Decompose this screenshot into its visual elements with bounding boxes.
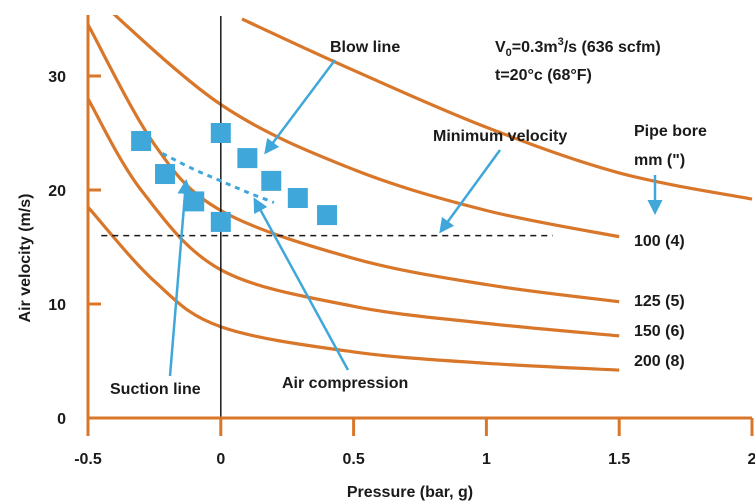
blow-line-marker [210,123,231,143]
suction-line-label: Suction line [110,381,201,398]
air-compression-line [161,152,275,204]
x-tick-label: 1.5 [608,451,630,468]
x-tick-label: 0.5 [342,451,364,468]
y-axis-label: Air velocity (m/s) [17,194,34,323]
curve-200 [88,206,620,372]
temperature-condition: t=20°c (68°F) [495,67,592,84]
suction-line-arrow [168,179,193,377]
y-tick-label: 0 [57,411,66,428]
suction-line-marker [184,191,205,212]
blow-line-marker [261,170,282,191]
y-tick-label: 20 [48,183,66,200]
curve-125 [88,23,620,304]
air-compression-label: Air compression [282,375,408,392]
pipe-bore-unit: mm (") [634,152,685,169]
curve-label-200: 200 (8) [634,353,685,370]
suction-line-marker [210,211,231,232]
x-axis-label: Pressure (bar, g) [347,484,473,501]
pipe-bore-title: Pipe bore [634,123,707,140]
y-tick-label: 10 [48,297,66,314]
curve-label-100: 100 (4) [634,233,685,250]
axes [86,15,752,420]
blow-line-marker [287,187,308,208]
minimum-velocity-label: Minimum velocity [433,128,567,145]
curve-150 [88,97,620,338]
x-tick-label: 0 [216,451,225,468]
data-markers [131,123,338,232]
curve-label-125: 125 (5) [634,293,685,310]
minimum-velocity-arrow [439,149,502,234]
air-compression-arrow [253,197,350,371]
blow-line-label: Blow line [330,39,400,56]
y-tick-label: 30 [48,69,66,86]
curves-group [88,15,753,372]
suction-line-marker [155,164,176,185]
blow-line-marker [317,205,338,226]
x-tick-label: 1 [482,451,491,468]
annotation-arrows [168,59,502,377]
blow-line-marker [237,148,258,169]
x-tick-label: 2 [748,451,755,468]
curve-100 [112,15,620,239]
blow-line-arrow [264,59,336,155]
suction-line-marker [131,130,152,151]
flow-condition: V0=0.3m3/s (636 scfm) [495,36,661,59]
x-tick-label: -0.5 [74,451,102,468]
curve-extra [241,17,753,201]
curve-label-150: 150 (6) [634,323,685,340]
